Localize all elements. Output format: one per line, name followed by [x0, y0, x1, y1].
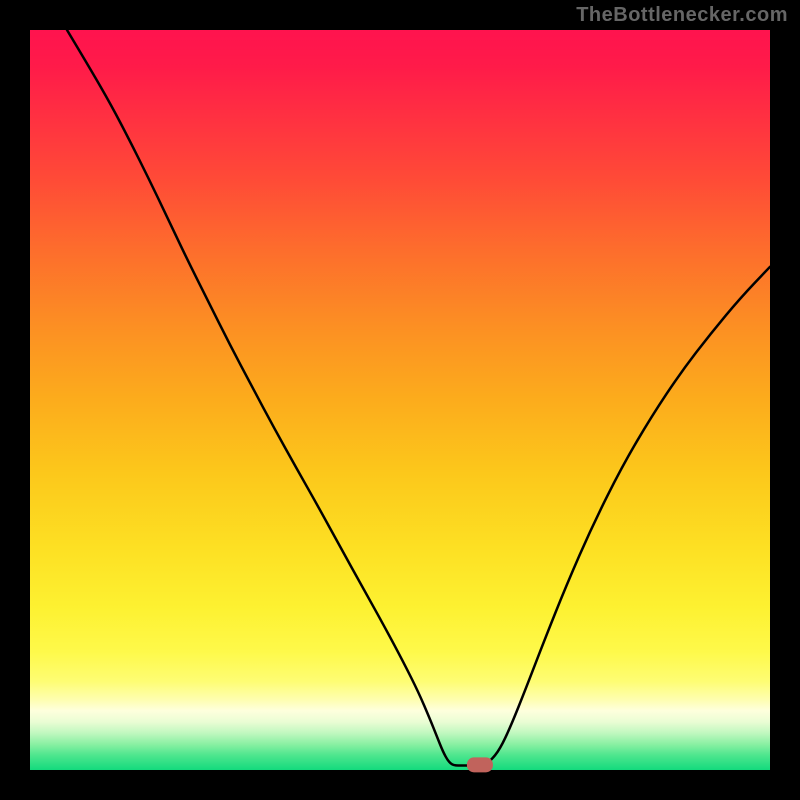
- bottleneck-chart: [0, 0, 800, 800]
- plot-background: [30, 30, 770, 770]
- watermark-text: TheBottlenecker.com: [576, 4, 788, 27]
- chart-container: TheBottlenecker.com: [0, 0, 800, 800]
- optimal-marker: [467, 757, 493, 772]
